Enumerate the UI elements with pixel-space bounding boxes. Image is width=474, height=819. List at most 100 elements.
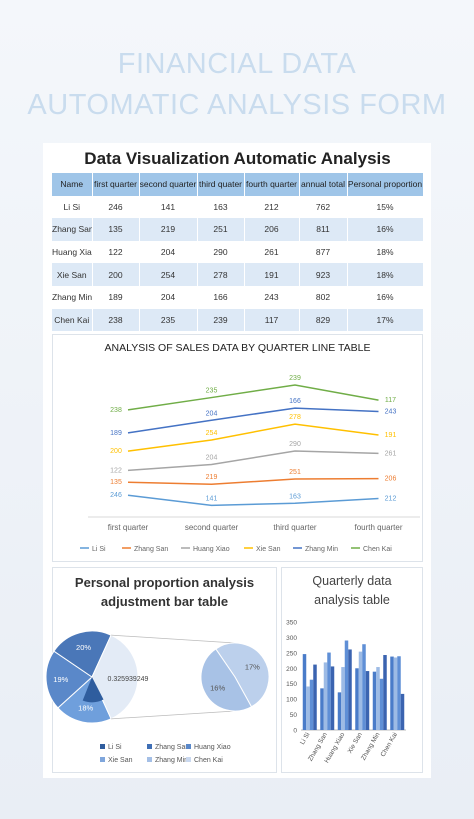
chart-title: Quarterly data analysis table: [312, 574, 392, 607]
x-tick-label: Xie San: [347, 731, 365, 755]
data-label: 254: [206, 430, 218, 437]
legend-label: Zhang Min: [305, 546, 338, 553]
page-title: AUTOMATIC ANALYSIS FORM: [27, 89, 447, 121]
bar: [393, 657, 398, 730]
y-tick-label: 0: [293, 728, 297, 735]
bar: [400, 693, 405, 730]
bar: [313, 664, 317, 730]
table-row: Zhang Min 189 204 166 243 802 16%: [52, 285, 424, 309]
table-row: Li Si 246 141 163 212 762 15%: [52, 195, 424, 219]
table-cell: 762: [299, 195, 348, 219]
bar: [362, 644, 366, 730]
data-label: 122: [110, 467, 122, 474]
legend-label: Chen Kai: [363, 546, 392, 553]
page-title: FINANCIAL DATA: [117, 48, 357, 80]
y-tick-label: 300: [286, 635, 297, 642]
data-label: 200: [110, 448, 122, 455]
table-cell: 15%: [347, 195, 424, 219]
data-label: 204: [206, 410, 218, 417]
legend-label: Huang Xiao: [193, 546, 230, 553]
x-tick-label: Li Si: [299, 732, 311, 746]
data-label: 204: [206, 455, 218, 462]
y-tick-label: 350: [286, 620, 297, 627]
line-series: [127, 384, 379, 411]
chart-title: ANALYSIS OF SALES DATA BY QUARTER LINE T…: [104, 342, 371, 354]
y-tick-label: 150: [286, 681, 297, 688]
bar: [390, 656, 394, 730]
data-label: 243: [385, 408, 397, 415]
y-tick-label: 50: [290, 712, 298, 719]
pie-slice: [215, 642, 270, 708]
data-label: 290: [289, 441, 301, 448]
table-row: Zhang San 135 219 251 206 811 16%: [52, 218, 424, 241]
legend-label: Zhang San: [155, 744, 189, 751]
table-cell: Xie San: [52, 263, 93, 286]
table-cell: 17%: [347, 308, 424, 332]
column-header: Name: [52, 173, 93, 196]
bar: [302, 654, 307, 730]
legend-label: Xie San: [108, 757, 133, 764]
data-label: 235: [206, 388, 218, 395]
table-cell: 278: [197, 263, 245, 286]
data-label: 278: [289, 414, 301, 421]
data-label: 117: [385, 397, 396, 404]
column-header: fourth quarter: [244, 173, 300, 196]
legend-swatch: [186, 744, 191, 749]
legend-swatch: [100, 757, 105, 762]
table-row: Chen Kai 238 235 239 117 829 17%: [52, 308, 424, 332]
bar: [376, 667, 380, 730]
table-cell: 877: [299, 240, 348, 264]
legend-label: Li Si: [92, 546, 106, 553]
table-cell: 219: [139, 218, 198, 241]
data-label: 206: [385, 476, 397, 483]
y-tick-label: 100: [286, 697, 297, 704]
table-cell: 191: [244, 263, 300, 286]
data-table: Name first quarter second quarter third qua…: [52, 173, 424, 332]
bar: [355, 668, 359, 730]
table-cell: 206: [244, 218, 300, 241]
bar: [348, 649, 352, 730]
table-cell: Huang Xiao: [52, 240, 93, 264]
table-cell: 16%: [347, 218, 424, 241]
table-cell: 141: [139, 195, 198, 219]
chart-title: Personal proportion analysis adjustment …: [74, 575, 255, 609]
legend-swatch: [186, 757, 191, 762]
table-cell: 923: [299, 263, 348, 286]
bar: [306, 686, 310, 730]
column-header: annual total: [299, 173, 348, 196]
table-cell: Zhang San: [52, 218, 93, 241]
data-label: 19%: [53, 675, 68, 684]
data-label: 17%: [245, 662, 260, 671]
data-label: 219: [206, 474, 218, 481]
table-cell: 811: [299, 218, 348, 241]
legend-label: Xie San: [256, 546, 281, 553]
data-label: 246: [110, 492, 122, 499]
data-label: 191: [385, 432, 397, 439]
line-series: [127, 450, 379, 472]
table-cell: Li Si: [52, 195, 93, 219]
table-cell: 246: [92, 195, 140, 219]
table-cell: 189: [92, 285, 140, 309]
y-tick-label: 200: [286, 666, 297, 673]
bar: [327, 652, 331, 730]
legend-swatch: [147, 757, 152, 762]
pie-slice: [45, 650, 93, 709]
table-cell: Zhang Min: [52, 285, 93, 309]
table-cell: Chen Kai: [52, 308, 93, 332]
bar: [358, 651, 363, 730]
data-label: 166: [289, 398, 301, 405]
table-row: Xie San 200 254 278 191 923 18%: [52, 263, 424, 286]
pie-slice: [82, 677, 104, 703]
line-series: [127, 423, 379, 452]
bar: [372, 671, 377, 730]
line-panel: [52, 334, 423, 562]
bar: [337, 692, 342, 730]
table-cell: 135: [92, 218, 140, 241]
legend-label: Huang Xiao: [194, 744, 231, 751]
data-label: 141: [206, 495, 218, 502]
table-cell: 212: [244, 195, 300, 219]
line-series: [127, 407, 379, 434]
legend-label: Chen Kai: [194, 757, 223, 764]
data-label: 18%: [78, 704, 93, 713]
